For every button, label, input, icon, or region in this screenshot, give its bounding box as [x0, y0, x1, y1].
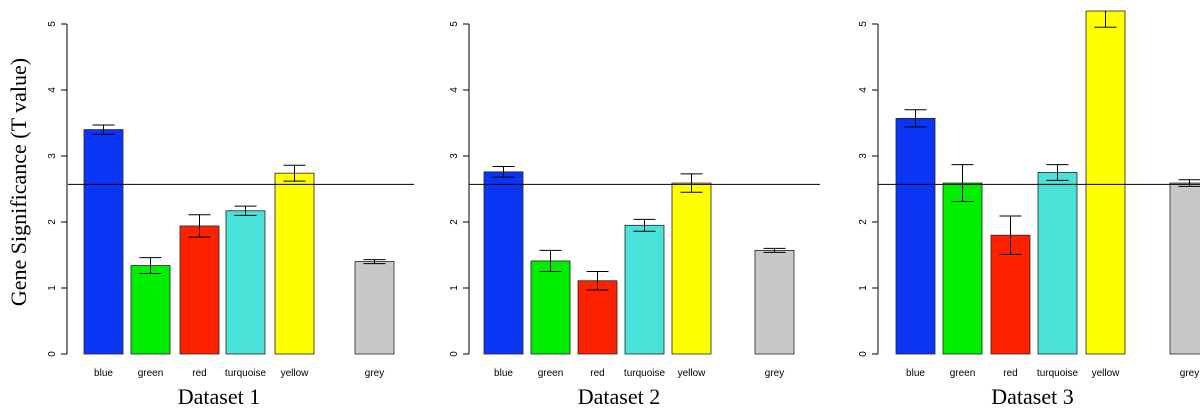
y-tick-label: 3: [449, 153, 460, 159]
bar-blue: [83, 129, 124, 355]
bar-green: [530, 260, 571, 355]
category-label-green: green: [538, 368, 564, 379]
bar-blue: [895, 117, 936, 355]
category-label-green: green: [138, 368, 164, 379]
dataset-label: Dataset 3: [991, 384, 1073, 409]
category-label-yellow: yellow: [281, 368, 310, 379]
y-tick-label: 2: [858, 219, 869, 225]
dataset-label: Dataset 2: [578, 384, 660, 409]
bar-grey: [1169, 182, 1200, 355]
category-label-blue: blue: [94, 368, 113, 379]
category-label-grey: grey: [765, 368, 784, 379]
y-tick-label: 1: [449, 285, 460, 291]
category-label-red: red: [590, 368, 604, 379]
panel-2: 0 1 2 3 4 5 blue green red turquoise yellow grey Dat…: [449, 21, 820, 409]
y-tick-label: 3: [858, 153, 869, 159]
category-label-turquoise: turquoise: [1037, 368, 1079, 379]
category-label-blue: blue: [906, 368, 925, 379]
dataset-label: Dataset 1: [178, 384, 260, 409]
y-tick-label: 4: [858, 87, 869, 93]
bar-grey: [754, 249, 795, 355]
y-tick-label: 2: [449, 219, 460, 225]
y-tick-label: 5: [47, 21, 58, 27]
y-tick-label: 4: [449, 87, 460, 93]
bar-green: [942, 182, 983, 355]
y-tick-label: 0: [858, 351, 869, 357]
category-label-red: red: [1003, 368, 1017, 379]
y-tick-label: 1: [858, 285, 869, 291]
bar-blue: [483, 171, 524, 355]
panel-3: 0 1 2 3 4 5 blue green red turquoise yellow grey Dat…: [858, 10, 1200, 409]
bar-yellow: [274, 172, 315, 355]
y-tick-label: 4: [47, 87, 58, 93]
bar-grey: [354, 261, 395, 355]
category-label-grey: grey: [1180, 368, 1199, 379]
bar-green: [130, 265, 171, 355]
category-label-yellow: yellow: [678, 368, 707, 379]
bar-red: [577, 280, 618, 355]
category-label-yellow: yellow: [1092, 368, 1121, 379]
y-tick-label: 1: [47, 285, 58, 291]
category-label-red: red: [192, 368, 206, 379]
bar-turquoise: [624, 224, 665, 355]
y-tick-label: 2: [47, 219, 58, 225]
bar-red: [990, 234, 1031, 355]
panel-1: 0 1 2 3 4 5 blue green red turquoise yellow grey Dat…: [47, 21, 414, 409]
y-tick-label: 0: [47, 351, 58, 357]
bar-red: [179, 225, 220, 355]
category-label-turquoise: turquoise: [225, 368, 267, 379]
category-label-blue: blue: [494, 368, 513, 379]
category-label-grey: grey: [365, 368, 384, 379]
category-label-turquoise: turquoise: [624, 368, 666, 379]
bar-yellow: [1085, 10, 1126, 355]
y-tick-label: 3: [47, 153, 58, 159]
y-tick-label: 0: [449, 351, 460, 357]
y-tick-label: 5: [449, 21, 460, 27]
y-tick-label: 5: [858, 21, 869, 27]
category-label-green: green: [950, 368, 976, 379]
bar-yellow: [671, 182, 712, 355]
y-axis-title: Gene Significance (T value): [6, 58, 31, 306]
bar-turquoise: [1037, 172, 1078, 355]
bar-turquoise: [225, 210, 266, 355]
